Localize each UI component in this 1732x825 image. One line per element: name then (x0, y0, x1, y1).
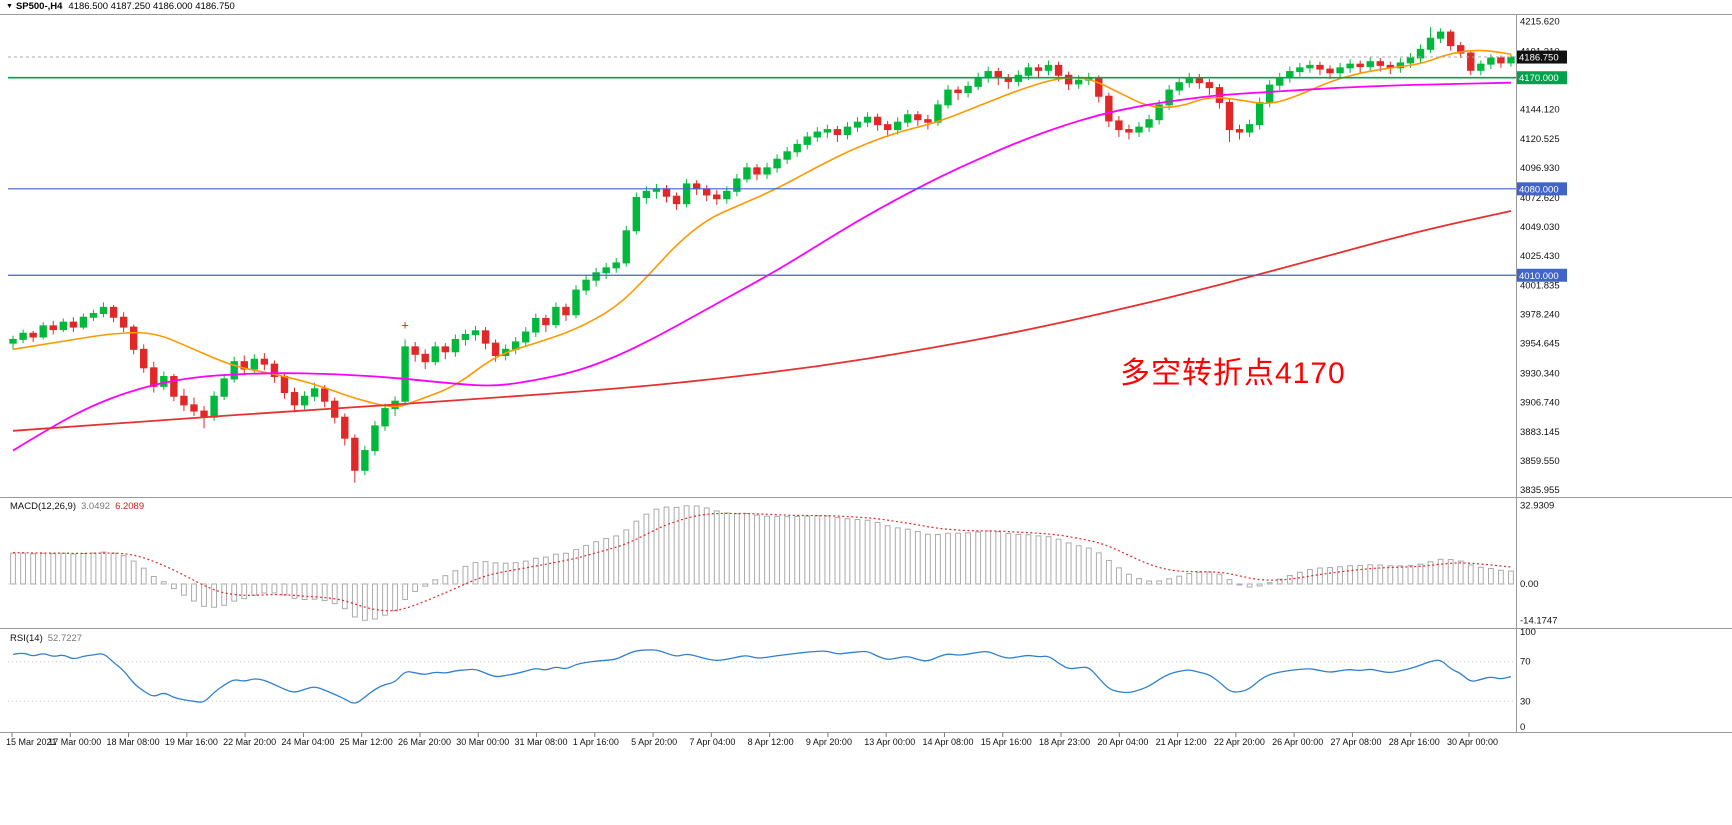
svg-text:4010.000: 4010.000 (1519, 271, 1559, 282)
svg-text:3930.340: 3930.340 (1520, 369, 1560, 380)
svg-text:1 Apr 16:00: 1 Apr 16:00 (573, 737, 619, 747)
svg-text:0.00: 0.00 (1520, 579, 1539, 590)
ohlc-readout: 4186.500 4187.250 4186.000 4186.750 (68, 1, 235, 12)
svg-text:24 Mar 04:00: 24 Mar 04:00 (281, 737, 334, 747)
svg-text:9 Apr 20:00: 9 Apr 20:00 (806, 737, 852, 747)
rsi-indicator-header: RSI(14) 52.7227 (10, 633, 82, 644)
svg-text:15 Apr 16:00: 15 Apr 16:00 (981, 737, 1032, 747)
svg-text:18 Apr 23:00: 18 Apr 23:00 (1039, 737, 1090, 747)
svg-text:32.9309: 32.9309 (1520, 501, 1554, 512)
svg-text:19 Mar 16:00: 19 Mar 16:00 (165, 737, 218, 747)
svg-text:+: + (401, 318, 409, 333)
svg-text:3835.955: 3835.955 (1520, 485, 1560, 496)
svg-text:4120.525: 4120.525 (1520, 134, 1560, 145)
rsi-name-label: RSI(14) (10, 633, 43, 644)
svg-text:3954.645: 3954.645 (1520, 339, 1560, 350)
svg-text:26 Apr 00:00: 26 Apr 00:00 (1272, 737, 1323, 747)
svg-text:100: 100 (1520, 627, 1536, 638)
svg-text:17 Mar 00:00: 17 Mar 00:00 (48, 737, 101, 747)
svg-text:21 Apr 12:00: 21 Apr 12:00 (1156, 737, 1207, 747)
svg-text:27 Apr 08:00: 27 Apr 08:00 (1330, 737, 1381, 747)
macd-main-value: 3.0492 (81, 501, 111, 512)
svg-text:26 Mar 20:00: 26 Mar 20:00 (398, 737, 451, 747)
svg-text:3978.240: 3978.240 (1520, 309, 1560, 320)
svg-text:3906.740: 3906.740 (1520, 398, 1560, 409)
svg-text:4072.620: 4072.620 (1520, 193, 1560, 204)
annotation-text: 多空转折点4170 (1120, 357, 1346, 390)
svg-text:4025.430: 4025.430 (1520, 251, 1560, 262)
rsi-value: 52.7227 (47, 633, 83, 644)
svg-text:70: 70 (1520, 657, 1531, 668)
svg-text:30 Mar 00:00: 30 Mar 00:00 (456, 737, 509, 747)
svg-text:13 Apr 00:00: 13 Apr 00:00 (864, 737, 915, 747)
macd-name-label: MACD(12,26,9) (10, 501, 76, 512)
macd-signal-value: 6.2089 (115, 501, 145, 512)
svg-text:25 Mar 12:00: 25 Mar 12:00 (340, 737, 393, 747)
svg-text:15 Mar 2021: 15 Mar 2021 (6, 737, 57, 747)
svg-text:0: 0 (1520, 722, 1525, 733)
chart-info-bar: ▼ SP500-,H4 4186.500 4187.250 4186.000 418… (6, 0, 235, 14)
svg-text:20 Apr 04:00: 20 Apr 04:00 (1097, 737, 1148, 747)
svg-text:30: 30 (1520, 696, 1531, 707)
svg-text:4144.120: 4144.120 (1520, 105, 1560, 116)
svg-text:3859.550: 3859.550 (1520, 456, 1560, 467)
symbol-triangle-icon: ▼ (6, 3, 13, 10)
svg-text:4001.835: 4001.835 (1520, 280, 1560, 291)
svg-text:8 Apr 12:00: 8 Apr 12:00 (748, 737, 794, 747)
svg-text:4049.030: 4049.030 (1520, 222, 1560, 233)
svg-text:22 Apr 20:00: 22 Apr 20:00 (1214, 737, 1265, 747)
symbol-timeframe-label: SP500-,H4 (15, 1, 63, 12)
svg-text:7 Apr 04:00: 7 Apr 04:00 (689, 737, 735, 747)
svg-text:4186.750: 4186.750 (1519, 53, 1559, 64)
svg-text:3883.145: 3883.145 (1520, 427, 1560, 438)
svg-text:22 Mar 20:00: 22 Mar 20:00 (223, 737, 276, 747)
svg-text:5 Apr 20:00: 5 Apr 20:00 (631, 737, 677, 747)
svg-text:4215.620: 4215.620 (1520, 16, 1560, 27)
svg-text:18 Mar 08:00: 18 Mar 08:00 (107, 737, 160, 747)
svg-text:4080.000: 4080.000 (1519, 184, 1559, 195)
svg-text:30 Apr 00:00: 30 Apr 00:00 (1447, 737, 1498, 747)
svg-text:-14.1747: -14.1747 (1520, 615, 1558, 626)
svg-text:4096.930: 4096.930 (1520, 163, 1560, 174)
svg-text:14 Apr 08:00: 14 Apr 08:00 (922, 737, 973, 747)
macd-indicator-header: MACD(12,26,9) 3.0492 6.2089 (10, 501, 144, 512)
svg-text:28 Apr 16:00: 28 Apr 16:00 (1389, 737, 1440, 747)
svg-text:31 Mar 08:00: 31 Mar 08:00 (515, 737, 568, 747)
svg-text:4170.000: 4170.000 (1519, 73, 1559, 84)
